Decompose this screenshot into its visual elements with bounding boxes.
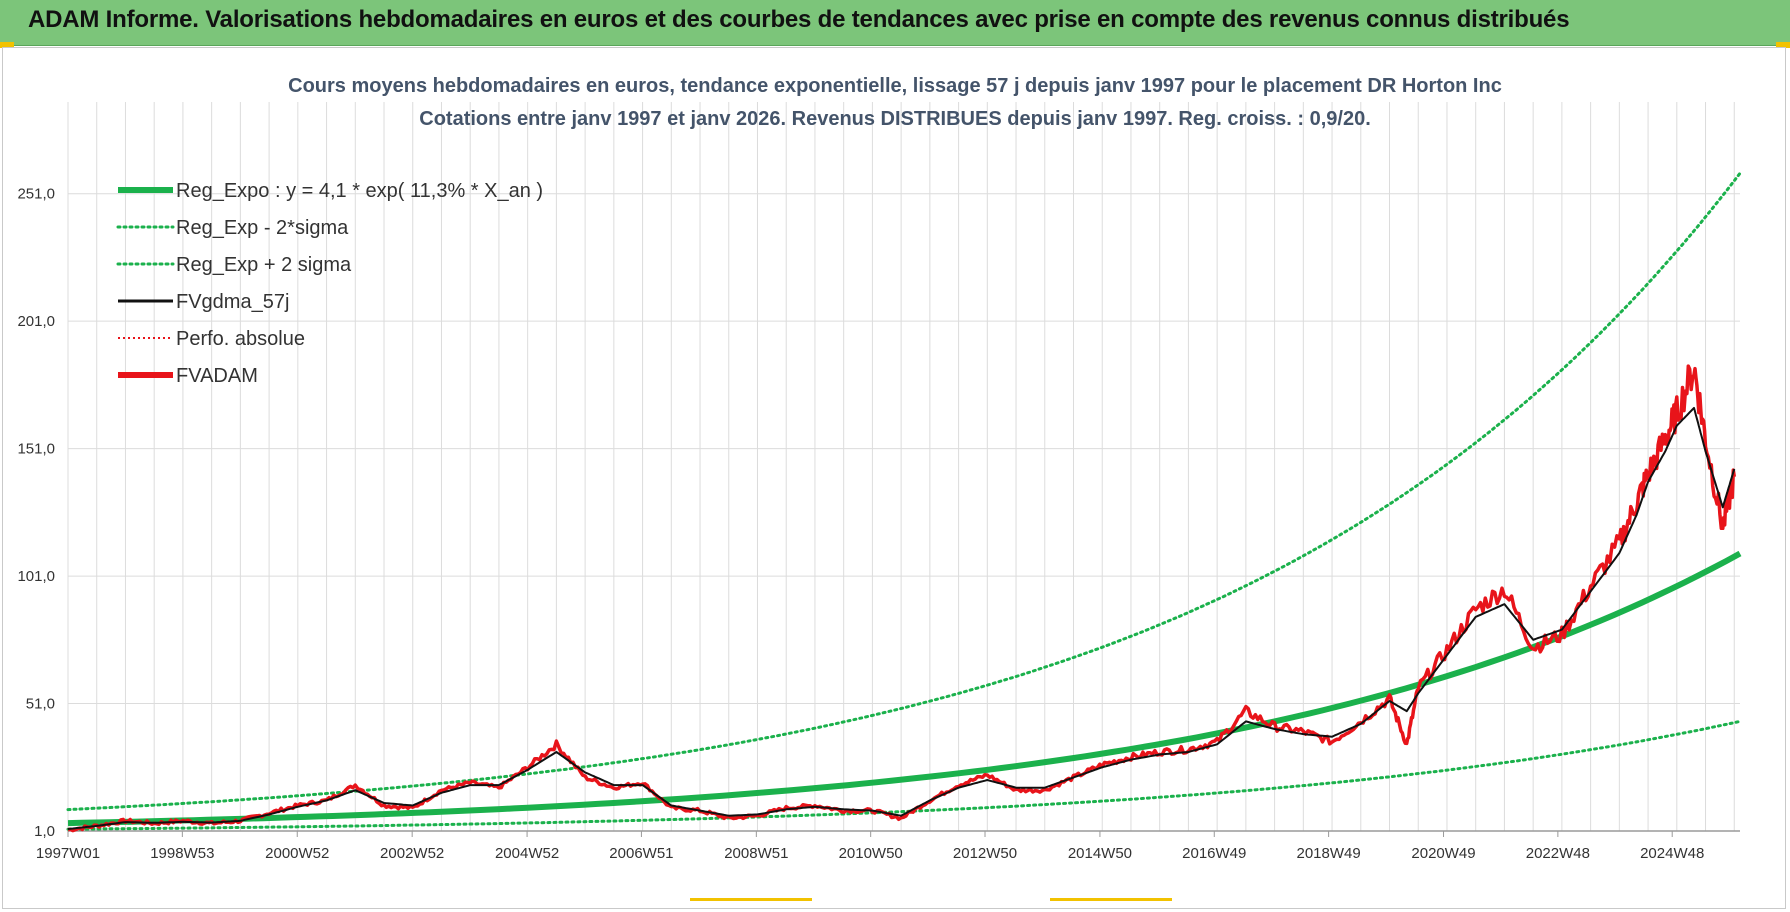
page-title: ADAM Informe. Valorisations hebdomadaire… <box>28 6 1570 33</box>
y-tick-label: 101,0 <box>17 568 55 585</box>
x-tick-label: 1998W53 <box>150 845 214 862</box>
series-fvgdma-57j <box>67 406 1736 830</box>
legend-label-lo: Reg_Exp - 2*sigma <box>176 217 349 239</box>
x-tick-label: 2018W49 <box>1296 845 1360 862</box>
header-bar: ADAM Informe. Valorisations hebdomadaire… <box>0 0 1790 46</box>
x-tick-label: 2016W49 <box>1182 845 1246 862</box>
grid <box>67 102 1740 832</box>
legend-label-perf: Perfo. absolue <box>176 328 305 350</box>
legend-label-reg: Reg_Expo : y = 4,1 * exp( 11,3% * X_an ) <box>176 180 543 202</box>
legend: Reg_Expo : y = 4,1 * exp( 11,3% * X_an )… <box>116 180 543 387</box>
y-tick-label: 1,0 <box>34 823 55 840</box>
y-tick-label: 151,0 <box>17 441 55 458</box>
x-tick-label: 2014W50 <box>1068 845 1132 862</box>
x-tick-label: 2002W52 <box>380 845 444 862</box>
legend-label-mm: FVgdma_57j <box>176 291 289 313</box>
x-tick-label: 1997W01 <box>36 845 100 862</box>
bottom-mark-left <box>690 898 812 901</box>
x-tick-label: 2004W52 <box>495 845 559 862</box>
series-reg-exp-plus-2sigma <box>66 171 1742 812</box>
y-tick-label: 201,0 <box>17 313 55 330</box>
bottom-mark-right <box>1050 898 1172 901</box>
x-tick-label: 2020W49 <box>1411 845 1475 862</box>
x-tick-label: 2010W50 <box>839 845 903 862</box>
x-tick-label: 2012W50 <box>953 845 1017 862</box>
series-reg-exp-minus-2sigma <box>66 719 1742 831</box>
y-tick-label: 251,0 <box>17 186 55 203</box>
legend-label-hi: Reg_Exp + 2 sigma <box>176 254 352 276</box>
series-reg-expo <box>67 550 1742 827</box>
y-axis-ticks: 1,0 51,0 101,0 151,0 201,0 251,0 <box>17 186 55 840</box>
corner-mark-left <box>0 42 14 48</box>
legend-label-adam: FVADAM <box>176 365 258 387</box>
y-tick-label: 51,0 <box>26 696 55 713</box>
x-tick-label: 2022W48 <box>1526 845 1590 862</box>
x-tick-label: 2000W52 <box>265 845 329 862</box>
chart-title: Cours moyens hebdomadaires en euros, ten… <box>288 75 1502 97</box>
x-tick-label: 2024W48 <box>1640 845 1704 862</box>
chart-subtitle: Cotations entre janv 1997 et janv 2026. … <box>419 108 1371 130</box>
series-lines <box>66 171 1742 833</box>
x-tick-label: 2006W51 <box>609 845 673 862</box>
chart-frame <box>2 47 1786 909</box>
corner-mark-right <box>1776 42 1790 48</box>
x-axis-ticks: 1997W01 1998W53 2000W52 2002W52 2004W52 2006W… <box>36 831 1704 862</box>
x-tick-label: 2008W51 <box>724 845 788 862</box>
